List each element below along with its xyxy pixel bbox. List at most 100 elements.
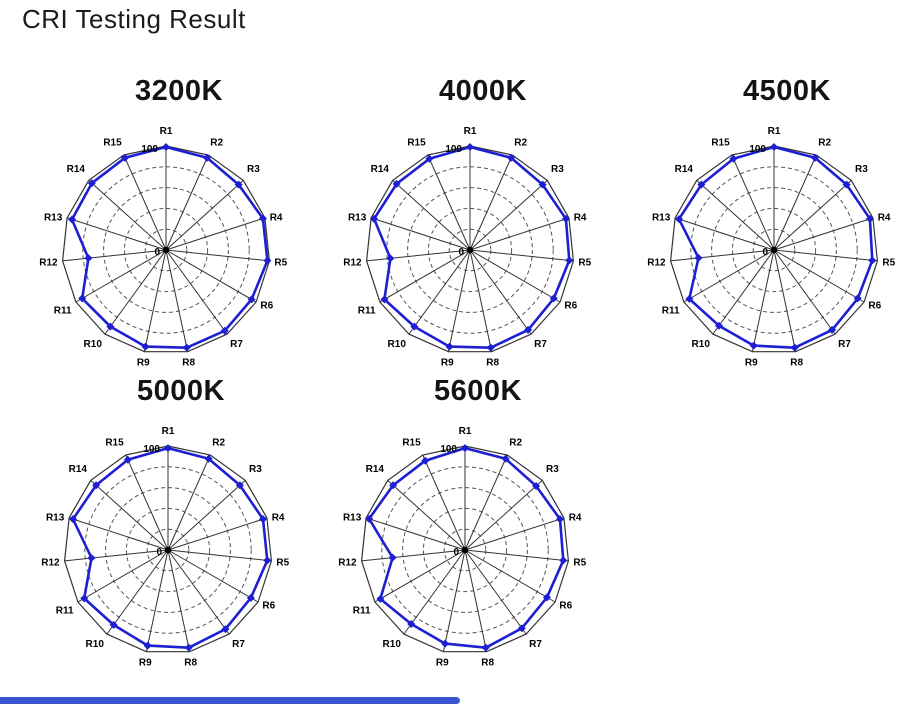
axis-line: [123, 154, 167, 251]
axis-label: R15: [402, 437, 421, 448]
chart-title-5000k: 5000K: [137, 375, 225, 407]
axis-label: R13: [348, 212, 367, 223]
axis-line: [408, 249, 471, 335]
data-point: [69, 515, 78, 524]
data-point: [380, 295, 389, 304]
axis-label: R7: [534, 339, 547, 350]
axis-line: [104, 249, 167, 335]
axis-label: R7: [529, 639, 542, 650]
radar-plot-5000k: R1 R2 R3 R4 R5 R6 R7 R8 R9 R10 R11 R12 R13 R14 R15 100 0: [41, 426, 289, 669]
axis-line: [62, 249, 167, 262]
axis-line: [427, 154, 471, 251]
axis-line: [469, 180, 548, 251]
data-point: [376, 594, 385, 603]
scale-zero-label: 0: [156, 547, 162, 558]
data-point: [685, 294, 694, 303]
center-dot: [164, 546, 172, 554]
axis-label: R10: [86, 639, 105, 650]
data-point: [123, 455, 132, 464]
data-point: [246, 593, 255, 602]
data-point: [141, 342, 150, 351]
axis-line: [464, 517, 565, 551]
axis-label: R14: [371, 164, 390, 175]
axis-line: [165, 180, 244, 251]
axis-label: R1: [160, 126, 173, 137]
grid-ring: [752, 228, 796, 272]
data-point: [559, 556, 568, 565]
axis-label: R15: [103, 137, 122, 148]
axis-line: [422, 454, 466, 551]
data-series: [71, 446, 269, 649]
data-point: [203, 153, 212, 162]
axis-label: R12: [41, 557, 60, 568]
outer-rim: [669, 145, 879, 353]
grid-ring: [427, 207, 513, 293]
axis-label: R11: [353, 606, 371, 617]
axis-line: [167, 549, 272, 562]
scale-max-label: 100: [143, 444, 160, 455]
data-point: [675, 215, 684, 224]
grid-ring: [146, 528, 190, 572]
data-point: [749, 341, 758, 350]
grid-ring: [448, 228, 492, 272]
data-point: [729, 154, 738, 163]
axis-line: [712, 249, 775, 335]
data-point: [517, 624, 526, 633]
axis-label: R3: [551, 164, 564, 175]
axis-label: R5: [573, 557, 586, 568]
data-point: [561, 214, 570, 223]
grid-ring: [103, 187, 229, 313]
axis-label: R7: [838, 339, 851, 350]
axis-line: [370, 217, 471, 251]
axis-line: [379, 249, 471, 303]
axis-label: R2: [212, 437, 225, 448]
data-point: [853, 294, 862, 303]
axis-line: [167, 549, 191, 652]
axis-line: [90, 480, 169, 551]
data-point: [486, 343, 495, 352]
axis-line: [64, 549, 169, 562]
data-point: [247, 295, 256, 304]
data-point: [106, 322, 115, 331]
axis-line: [670, 249, 775, 262]
data-point: [461, 444, 469, 453]
axis-label: R9: [137, 358, 150, 369]
axis-line: [464, 549, 569, 562]
axis-line: [469, 249, 532, 335]
horizontal-scrollbar-thumb[interactable]: [0, 697, 460, 704]
axis-label: R9: [745, 358, 758, 369]
axis-label: R15: [711, 137, 730, 148]
axis-label: R5: [882, 257, 895, 268]
axis-line: [75, 249, 167, 303]
grid-ring: [123, 207, 209, 293]
axis-label: R1: [464, 126, 477, 137]
data-point: [263, 556, 272, 565]
data-point: [389, 481, 398, 490]
data-point: [501, 454, 510, 463]
data-point: [466, 143, 474, 152]
axis-line: [773, 249, 878, 262]
axis-line: [165, 249, 257, 303]
axis-label: R8: [790, 358, 803, 369]
axis-line: [464, 549, 527, 635]
axis-line: [403, 549, 466, 635]
scale-max-label: 100: [749, 144, 766, 155]
axis-label: R12: [343, 257, 362, 268]
data-point: [538, 180, 547, 189]
data-point: [143, 641, 152, 650]
axis-line: [442, 549, 466, 652]
axis-label: R6: [564, 301, 577, 312]
chart-title-5600k: 5600K: [434, 375, 522, 407]
axis-label: R11: [56, 606, 74, 617]
axis-label: R7: [232, 639, 245, 650]
outer-rim: [365, 145, 575, 353]
data-point: [182, 343, 191, 352]
axis-label: R8: [182, 358, 195, 369]
outer-rim: [61, 145, 271, 353]
radar-chart-3200k: 3200K R1 R2 R3 R4 R5 R6 R7 R8 R9 R10 R11 R12 R13 R14 R…: [16, 68, 316, 373]
axis-label: R6: [260, 301, 273, 312]
axis-label: R14: [69, 464, 88, 475]
data-point: [220, 326, 229, 335]
radar-chart-5600k: 5600K R1 R2 R3 R4 R5 R6 R7 R8 R9 R10 R11 R12 R13 R14 R…: [315, 368, 615, 673]
